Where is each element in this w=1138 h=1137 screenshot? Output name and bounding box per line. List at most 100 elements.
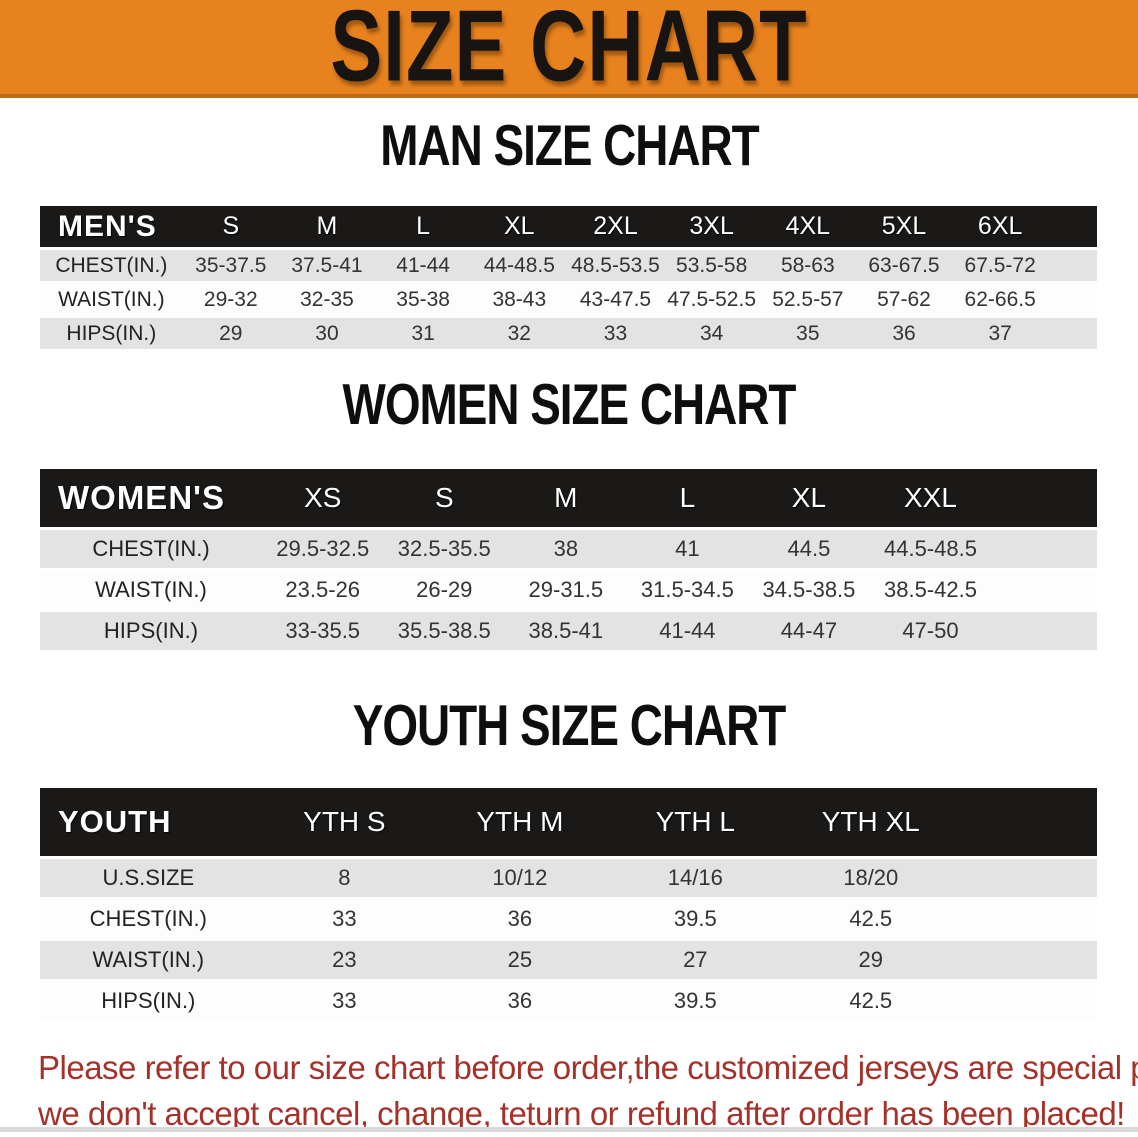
- spacer-cell: [991, 469, 1097, 527]
- row-label: CHEST(IN.): [40, 530, 262, 568]
- table-header-label: MEN'S: [40, 206, 183, 247]
- size-value-cell: 31: [375, 318, 472, 349]
- spacer-cell: [1048, 206, 1097, 247]
- size-value-cell: 47-50: [869, 612, 992, 650]
- disclaimer: Please refer to our size chart before or…: [38, 1045, 1138, 1137]
- size-column-header: M: [278, 206, 376, 247]
- size-value-cell: 37.5-41: [278, 250, 376, 281]
- size-value-cell: 29-32: [182, 284, 279, 315]
- row-label: HIPS(IN.): [40, 318, 183, 349]
- size-value-cell: 34: [663, 318, 760, 349]
- size-value-cell: 35: [759, 318, 856, 349]
- table-row: U.S.SIZE 8 10/12 14/16 18/20: [40, 859, 1097, 897]
- disclaimer-line-1: Please refer to our size chart before or…: [38, 1049, 1138, 1086]
- size-column-header: 5XL: [855, 206, 953, 247]
- size-value-cell: 39.5: [607, 982, 784, 1020]
- size-value-cell: 43-47.5: [567, 284, 664, 315]
- section-men: MAN SIZE CHART MEN'S S M L XL 2XL 3XL 4XL 5XL 6XL…: [0, 98, 1138, 352]
- size-value-cell: 23: [256, 941, 433, 979]
- size-value-cell: 63-67.5: [855, 250, 953, 281]
- size-value-cell: 8: [256, 859, 433, 897]
- table-row: WAIST(IN.) 29-32 32-35 35-38 38-43 43-47.5 47.…: [40, 284, 1097, 315]
- size-value-cell: 67.5-72: [952, 250, 1049, 281]
- spacer-cell: [991, 571, 1097, 609]
- men-size-table: MEN'S S M L XL 2XL 3XL 4XL 5XL 6XL CHEST(IN.) 35-37…: [40, 203, 1097, 352]
- size-column-header: YTH M: [432, 788, 608, 856]
- size-column-header: M: [505, 469, 627, 527]
- spacer-cell: [958, 859, 1097, 897]
- size-value-cell: 38: [505, 530, 627, 568]
- size-column-header: XS: [261, 469, 384, 527]
- size-value-cell: 37: [952, 318, 1049, 349]
- size-value-cell: 35-37.5: [182, 250, 279, 281]
- size-value-cell: 25: [432, 941, 608, 979]
- size-value-cell: 53.5-58: [663, 250, 760, 281]
- spacer-cell: [958, 941, 1097, 979]
- size-column-header: L: [375, 206, 472, 247]
- size-value-cell: 44.5-48.5: [869, 530, 992, 568]
- size-value-cell: 48.5-53.5: [567, 250, 664, 281]
- women-size-table: WOMEN'S XS S M L XL XXL CHEST(IN.) 29.5-32.5 32.5…: [40, 466, 1097, 653]
- table-row: CHEST(IN.) 29.5-32.5 32.5-35.5 38 41 44.5 44.5…: [40, 530, 1097, 568]
- size-column-header: XXL: [869, 469, 992, 527]
- size-column-header: 6XL: [952, 206, 1049, 247]
- row-label: CHEST(IN.): [40, 900, 257, 938]
- row-label: CHEST(IN.): [40, 250, 183, 281]
- size-value-cell: 31.5-34.5: [626, 571, 749, 609]
- size-value-cell: 36: [432, 982, 608, 1020]
- size-column-header: 4XL: [759, 206, 856, 247]
- table-header-label: WOMEN'S: [40, 469, 262, 527]
- spacer-cell: [1048, 250, 1097, 281]
- bottom-edge-strip: [0, 1127, 1138, 1132]
- size-value-cell: 35.5-38.5: [383, 612, 506, 650]
- size-column-header: 2XL: [567, 206, 664, 247]
- youth-size-table: YOUTH YTH S YTH M YTH L YTH XL U.S.SIZE 8 10/12…: [40, 785, 1097, 1023]
- spacer-cell: [958, 900, 1097, 938]
- section-women: WOMEN SIZE CHART WOMEN'S XS S M L XL XXL CHEST(…: [0, 352, 1138, 653]
- banner: SIZE CHART: [0, 0, 1138, 103]
- size-value-cell: 32-35: [278, 284, 376, 315]
- size-value-cell: 41-44: [375, 250, 472, 281]
- size-value-cell: 14/16: [607, 859, 784, 897]
- size-value-cell: 41-44: [626, 612, 749, 650]
- youth-section-heading: YOUTH SIZE CHART: [0, 653, 1138, 785]
- size-value-cell: 29-31.5: [505, 571, 627, 609]
- size-value-cell: 42.5: [783, 982, 959, 1020]
- spacer-cell: [991, 612, 1097, 650]
- table-row: HIPS(IN.) 33 36 39.5 42.5: [40, 982, 1097, 1020]
- table-row: HIPS(IN.) 29 30 31 32 33 34 35 36 37: [40, 318, 1097, 349]
- disclaimer-line-2: we don't accept cancel, change, teturn o…: [38, 1095, 1125, 1132]
- youth-section-heading-text: YOUTH SIZE CHART: [352, 692, 787, 758]
- size-column-header: S: [182, 206, 279, 247]
- row-label: HIPS(IN.): [40, 982, 257, 1020]
- table-header-row: WOMEN'S XS S M L XL XXL: [40, 469, 1097, 527]
- row-label: WAIST(IN.): [40, 941, 257, 979]
- size-value-cell: 30: [278, 318, 376, 349]
- size-value-cell: 41: [626, 530, 749, 568]
- section-youth: YOUTH SIZE CHART YOUTH YTH S YTH M YTH L YTH…: [0, 653, 1138, 1023]
- size-column-header: YTH S: [256, 788, 433, 856]
- spacer-cell: [991, 530, 1097, 568]
- size-value-cell: 29: [182, 318, 279, 349]
- size-value-cell: 18/20: [783, 859, 959, 897]
- size-column-header: YTH L: [607, 788, 784, 856]
- women-section-heading-text: WOMEN SIZE CHART: [342, 371, 797, 437]
- size-column-header: S: [383, 469, 506, 527]
- size-value-cell: 57-62: [855, 284, 953, 315]
- size-value-cell: 62-66.5: [952, 284, 1049, 315]
- men-section-heading-text: MAN SIZE CHART: [379, 112, 759, 178]
- size-column-header: L: [626, 469, 749, 527]
- row-label: WAIST(IN.): [40, 571, 262, 609]
- spacer-cell: [958, 982, 1097, 1020]
- size-value-cell: 36: [855, 318, 953, 349]
- size-value-cell: 26-29: [383, 571, 506, 609]
- size-value-cell: 44.5: [748, 530, 870, 568]
- size-value-cell: 33: [256, 982, 433, 1020]
- size-value-cell: 35-38: [375, 284, 472, 315]
- size-value-cell: 33: [567, 318, 664, 349]
- table-row: WAIST(IN.) 23 25 27 29: [40, 941, 1097, 979]
- size-value-cell: 52.5-57: [759, 284, 856, 315]
- size-value-cell: 38-43: [471, 284, 568, 315]
- size-column-header: 3XL: [663, 206, 760, 247]
- size-value-cell: 27: [607, 941, 784, 979]
